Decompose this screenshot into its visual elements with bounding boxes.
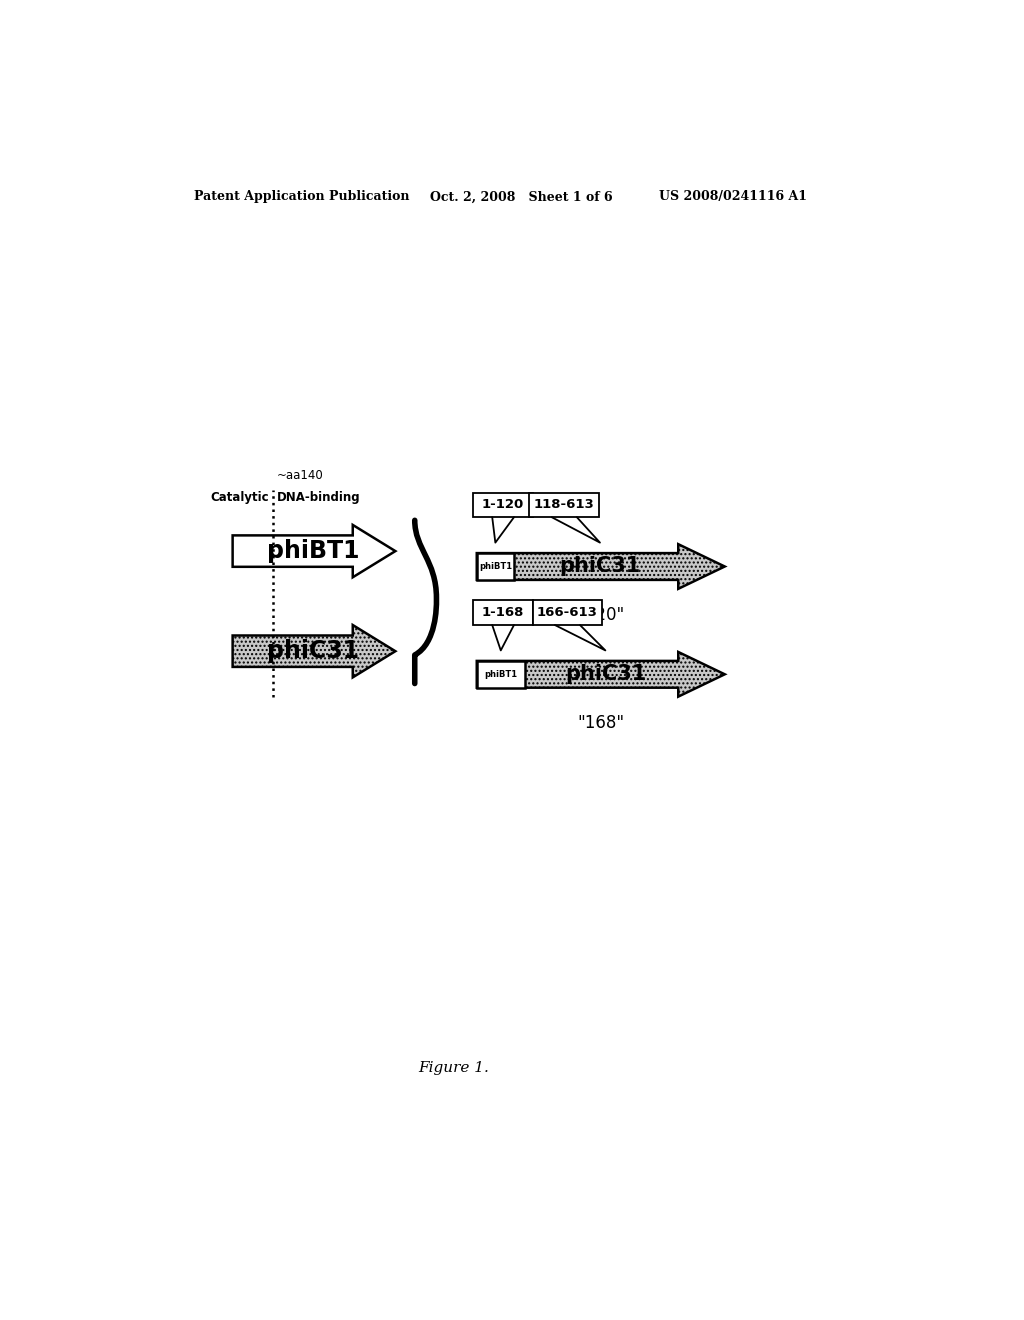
- Text: Patent Application Publication: Patent Application Publication: [194, 190, 410, 203]
- Text: phiC31: phiC31: [565, 664, 646, 684]
- FancyBboxPatch shape: [477, 553, 514, 579]
- Text: phiBT1: phiBT1: [484, 669, 517, 678]
- Text: Figure 1.: Figure 1.: [418, 1061, 488, 1074]
- FancyBboxPatch shape: [532, 601, 602, 626]
- Text: phiC31: phiC31: [267, 639, 358, 663]
- FancyBboxPatch shape: [477, 661, 524, 688]
- Text: US 2008/0241116 A1: US 2008/0241116 A1: [658, 190, 807, 203]
- Text: 166-613: 166-613: [537, 606, 598, 619]
- Text: "120": "120": [578, 606, 625, 624]
- Text: 118-613: 118-613: [534, 499, 595, 511]
- Text: 1-120: 1-120: [482, 499, 524, 511]
- Polygon shape: [232, 626, 395, 677]
- Text: 1-168: 1-168: [482, 606, 524, 619]
- Text: Catalytic: Catalytic: [210, 491, 269, 504]
- FancyBboxPatch shape: [473, 601, 534, 626]
- Text: DNA-binding: DNA-binding: [276, 491, 360, 504]
- FancyBboxPatch shape: [473, 492, 534, 517]
- Text: ~aa140: ~aa140: [276, 469, 324, 482]
- Text: phiC31: phiC31: [559, 557, 641, 577]
- Polygon shape: [232, 525, 395, 577]
- FancyBboxPatch shape: [529, 492, 599, 517]
- Polygon shape: [477, 544, 725, 589]
- Polygon shape: [477, 652, 725, 697]
- Text: phiBT1: phiBT1: [266, 539, 359, 564]
- Text: phiBT1: phiBT1: [479, 562, 512, 572]
- Text: Oct. 2, 2008   Sheet 1 of 6: Oct. 2, 2008 Sheet 1 of 6: [430, 190, 613, 203]
- Text: "168": "168": [578, 714, 625, 731]
